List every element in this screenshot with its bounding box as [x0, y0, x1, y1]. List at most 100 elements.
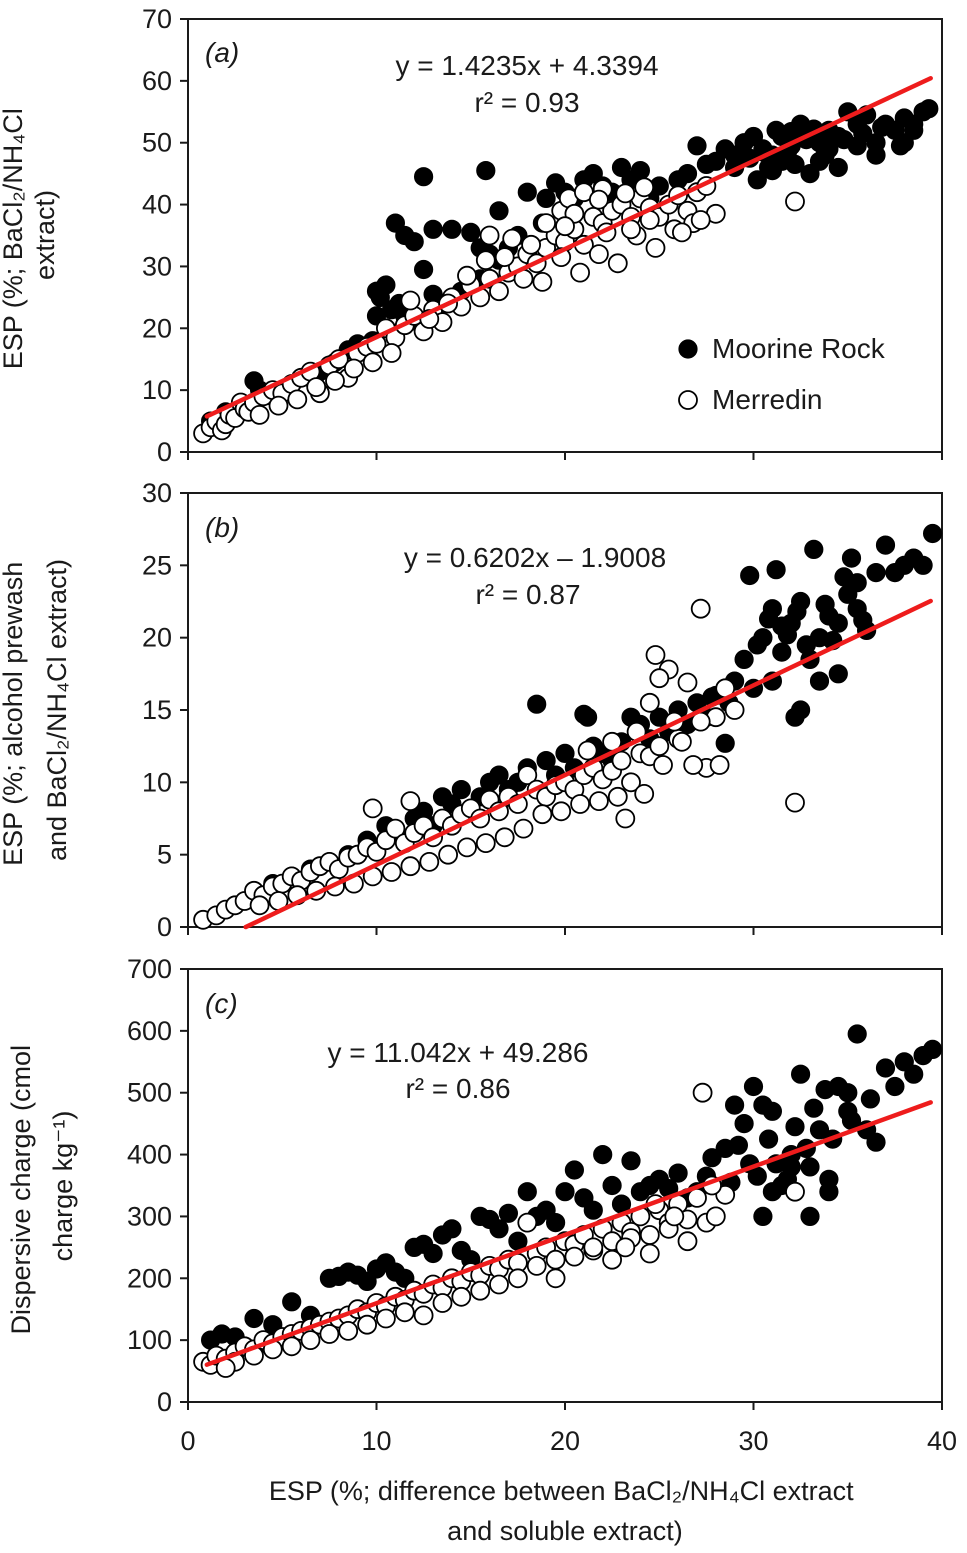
point-b-moorine-rock-26 — [527, 694, 547, 714]
point-b-merredin-23 — [400, 791, 421, 811]
point-b-merredin-91 — [709, 755, 730, 775]
point-c-moorine-rock-78 — [728, 1135, 749, 1155]
point-a-merredin-94 — [555, 216, 575, 237]
r2-a: r² = 0.93 — [474, 87, 579, 118]
point-c-merredin-58 — [470, 1280, 491, 1301]
equation-c: y = 11.042x + 49.286 — [327, 1037, 588, 1068]
point-b-merredin-46 — [611, 750, 632, 771]
point-b-merredin-77 — [400, 856, 421, 877]
ylabel-a: ESP (%; BaCl₂/NH₄Cl extract) — [0, 101, 60, 370]
point-c-merredin-74 — [357, 1314, 378, 1335]
point-c-moorine-rock-65 — [866, 1132, 886, 1152]
ytick-label-c-200: 200 — [127, 1263, 172, 1293]
point-a-merredin-65 — [634, 177, 655, 198]
point-a-moorine-rock-54 — [630, 161, 651, 181]
point-c-moorine-rock-50 — [724, 1095, 745, 1115]
point-a-merredin-99 — [672, 222, 692, 243]
point-c-moorine-rock-66 — [875, 1058, 896, 1078]
r2-b: r² = 0.87 — [475, 579, 580, 610]
point-c-moorine-rock-51 — [734, 1113, 754, 1134]
point-c-merredin-56 — [705, 1206, 726, 1227]
point-a-merredin-71 — [457, 265, 477, 286]
point-c-moorine-rock-76 — [819, 1182, 839, 1202]
panel-b: ESP (%; alcohol prewash and BaCl₂/NH₄Cl … — [0, 478, 943, 942]
point-c-merredin-60 — [508, 1268, 528, 1289]
point-c-moorine-rock-63 — [847, 1024, 867, 1044]
point-b-merredin-68 — [570, 794, 590, 814]
point-c-moorine-rock-39 — [621, 1151, 641, 1171]
point-c-merredin-59 — [489, 1274, 509, 1295]
point-a-moorine-rock-23 — [404, 232, 424, 252]
point-a-moorine-rock-42 — [517, 182, 537, 202]
point-c-merredin-69 — [413, 1305, 434, 1326]
point-b-merredin-21 — [385, 818, 406, 839]
point-c-moorine-rock-85 — [860, 1089, 881, 1109]
ylabel-a-line1: ESP (%; BaCl₂/NH₄Cl — [0, 108, 28, 369]
point-a-moorine-rock-59 — [677, 164, 698, 184]
point-a-moorine-rock-86 — [747, 170, 767, 190]
legend-marker-merredin — [678, 390, 698, 410]
point-a-merredin-88 — [607, 253, 628, 274]
point-a-merredin-76 — [362, 352, 383, 373]
point-c-merredin-48 — [639, 1243, 660, 1264]
point-a-merredin-70 — [475, 250, 496, 271]
point-a-moorine-rock-102 — [815, 145, 835, 165]
legend: Moorine Rock Merredin — [678, 333, 886, 415]
point-c-moorine-rock-18 — [423, 1243, 443, 1264]
point-b-moorine-rock-86 — [772, 616, 792, 636]
point-a-merredin-81 — [268, 395, 289, 416]
point-b-merredin-55 — [690, 598, 711, 619]
point-b-merredin-51 — [649, 736, 670, 757]
point-a-moorine-rock-44 — [536, 188, 556, 208]
point-b-moorine-rock-49 — [734, 649, 754, 670]
point-c-merredin-88 — [615, 1237, 636, 1258]
point-c-moorine-rock-58 — [800, 1157, 820, 1177]
point-c-merredin-63 — [564, 1246, 585, 1267]
point-a-moorine-rock-95 — [866, 145, 886, 165]
xlabel-line1: ESP (%; difference between BaCl₂/NH₄Cl e… — [269, 1476, 854, 1506]
point-b-moorine-rock-27 — [536, 750, 556, 771]
point-a-merredin-64 — [615, 183, 636, 204]
panel-c: Dispersive charge (cmol charge kg⁻¹) (c)… — [6, 954, 957, 1546]
point-c-merredin-76 — [319, 1324, 340, 1344]
point-a-moorine-rock-93 — [828, 157, 848, 178]
ytick-label-b-30: 30 — [142, 478, 172, 508]
point-c-moorine-rock-73 — [762, 1182, 783, 1202]
regression-line-c — [204, 1100, 933, 1367]
point-b-moorine-rock-73 — [913, 555, 933, 575]
point-b-merredin-74 — [457, 837, 477, 858]
point-c-moorine-rock-32 — [555, 1182, 575, 1202]
point-b-moorine-rock-63 — [828, 664, 848, 684]
point-b-merredin-88 — [683, 755, 704, 775]
point-a-merredin-77 — [343, 358, 364, 379]
point-a-moorine-rock-85 — [919, 99, 939, 119]
point-b-moorine-rock-78 — [809, 671, 830, 691]
point-b-moorine-rock-87 — [787, 601, 807, 622]
ylabel-b-line2: and BaCl₂/NH₄Cl extract) — [42, 559, 72, 861]
point-a-merredin-102 — [502, 228, 523, 249]
point-b-merredin-90 — [649, 668, 670, 689]
point-a-moorine-rock-32 — [423, 219, 443, 239]
point-b-merredin-78 — [381, 862, 402, 882]
point-a-moorine-rock-103 — [834, 130, 854, 150]
ytick-label-b-10: 10 — [142, 767, 172, 797]
point-b-moorine-rock-79 — [828, 613, 848, 633]
point-c-moorine-rock-3 — [244, 1308, 264, 1329]
point-c-merredin-73 — [375, 1308, 396, 1329]
point-c-merredin-87 — [664, 1206, 685, 1227]
ytick-label-a-10: 10 — [142, 375, 172, 405]
xlabel: ESP (%; difference between BaCl₂/NH₄Cl e… — [269, 1476, 861, 1546]
point-a-moorine-rock-104 — [853, 123, 873, 143]
point-c-moorine-rock-33 — [564, 1160, 585, 1180]
point-b-merredin-50 — [645, 645, 666, 665]
point-c-moorine-rock-77 — [838, 1083, 858, 1103]
points-b — [193, 523, 943, 930]
ytick-label-c-500: 500 — [127, 1078, 172, 1108]
xtick-label-c-10: 10 — [361, 1426, 391, 1456]
point-c-moorine-rock-37 — [602, 1175, 622, 1196]
point-c-merredin-35 — [517, 1212, 538, 1233]
point-a-moorine-rock-105 — [872, 117, 892, 137]
point-c-moorine-rock-31 — [545, 1212, 566, 1233]
point-b-moorine-rock-83 — [815, 594, 835, 615]
ytick-label-a-50: 50 — [142, 128, 172, 158]
